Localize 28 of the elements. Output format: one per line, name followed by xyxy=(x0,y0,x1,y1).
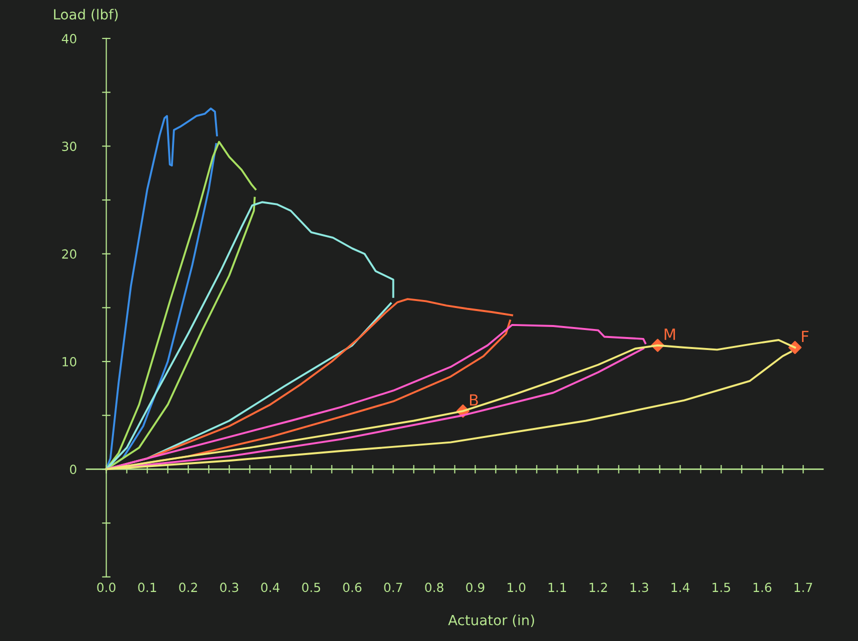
y-axis-title: Load (lbf) xyxy=(54,8,118,22)
y-tick-label: 40 xyxy=(62,34,76,44)
y-tick-label: 10 xyxy=(62,356,76,366)
annotation: M xyxy=(664,328,675,340)
x-axis-title: Actuator (in) xyxy=(448,614,534,627)
x-tick-label: 1.2 xyxy=(590,582,607,592)
x-tick-label: 1.7 xyxy=(794,582,812,592)
x-tick-label: 1.5 xyxy=(712,582,730,592)
x-tick-label: 0.5 xyxy=(302,582,320,592)
annotation: B xyxy=(470,394,478,406)
x-tick-label: 1.4 xyxy=(672,582,690,592)
x-tick-label: 0.9 xyxy=(466,582,484,592)
x-tick-label: 0.2 xyxy=(179,582,197,592)
y-tick-label: 20 xyxy=(62,249,76,259)
annotation: F xyxy=(802,330,808,342)
x-tick-label: 1.6 xyxy=(754,582,772,592)
x-tick-label: 1.0 xyxy=(508,582,526,592)
x-tick-label: 0.8 xyxy=(425,582,444,592)
x-tick-label: 1.3 xyxy=(630,582,648,592)
y-tick-label: 0 xyxy=(70,464,76,474)
x-tick-label: 0.0 xyxy=(97,582,116,592)
x-tick-label: 0.7 xyxy=(384,582,402,592)
x-tick-label: 0.1 xyxy=(138,582,156,592)
x-tick-label: 1.1 xyxy=(548,582,566,592)
y-tick-label: 30 xyxy=(62,142,76,152)
x-tick-label: 0.3 xyxy=(220,582,238,592)
x-tick-label: 0.4 xyxy=(261,582,280,592)
x-tick-label: 0.6 xyxy=(343,582,362,592)
